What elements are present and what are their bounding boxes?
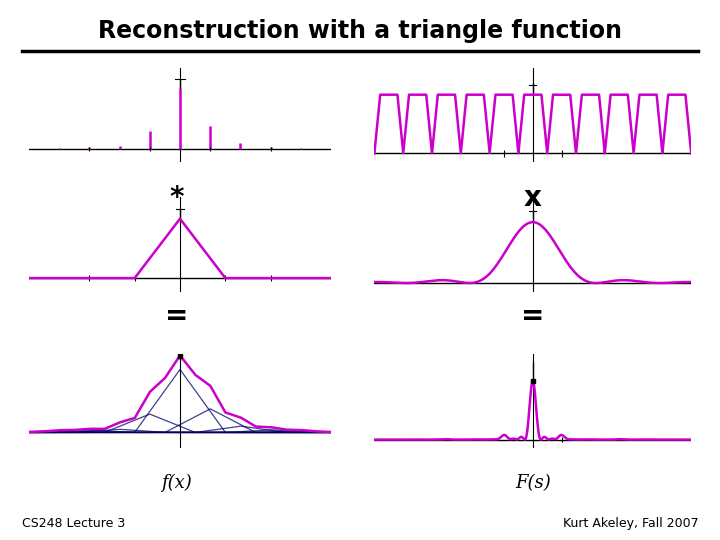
Text: CS248 Lecture 3: CS248 Lecture 3 xyxy=(22,517,125,530)
Text: f(x): f(x) xyxy=(161,474,192,492)
Text: Reconstruction with a triangle function: Reconstruction with a triangle function xyxy=(98,19,622,43)
Text: Kurt Akeley, Fall 2007: Kurt Akeley, Fall 2007 xyxy=(563,517,698,530)
Text: x: x xyxy=(524,184,541,212)
Text: =: = xyxy=(521,302,544,330)
Text: F(s): F(s) xyxy=(515,474,551,492)
Text: =: = xyxy=(165,302,188,330)
Text: *: * xyxy=(169,184,184,212)
